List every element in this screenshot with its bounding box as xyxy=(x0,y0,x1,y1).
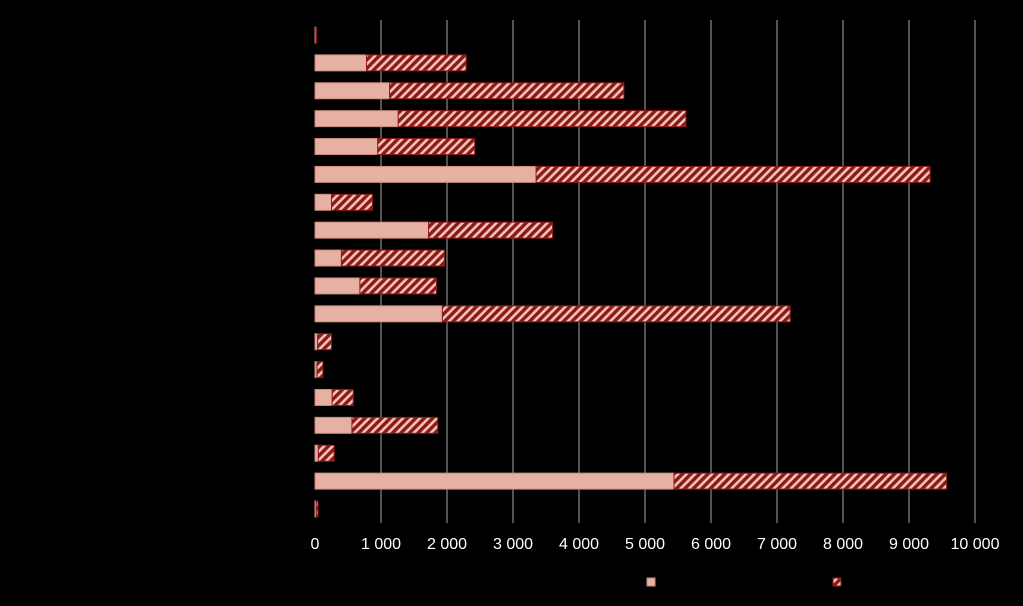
gridlines xyxy=(380,20,976,523)
bar-segment-solid xyxy=(314,221,430,239)
x-tick-label: 5 000 xyxy=(625,536,665,553)
x-tick-label: 4 000 xyxy=(559,536,599,553)
bar-segment-hatched xyxy=(317,333,333,351)
legend-swatch-solid xyxy=(646,577,656,587)
x-tick-label: 7 000 xyxy=(757,536,797,553)
bar-segment-solid xyxy=(314,388,333,406)
bar-segment-hatched xyxy=(397,110,687,128)
bar-segment-solid xyxy=(314,249,342,267)
bar-segment-hatched xyxy=(315,500,319,518)
bar-segment-hatched xyxy=(316,361,324,379)
x-tick-label: 10 000 xyxy=(951,536,1000,553)
bar-segment-hatched xyxy=(315,26,318,44)
legend-swatch-hatched xyxy=(832,577,842,587)
x-tick-label: 8 000 xyxy=(823,536,863,553)
bar-segment-hatched xyxy=(441,305,791,323)
bar-segment-hatched xyxy=(331,388,354,406)
bar-segment-hatched xyxy=(317,444,335,462)
bar-segment-hatched xyxy=(351,416,439,434)
x-axis-tick-labels: 0 1 000 2 000 3 000 4 000 5 000 6 000 7 000 8 00… xyxy=(311,536,1000,553)
legend xyxy=(646,577,842,587)
x-tick-label: 3 000 xyxy=(493,536,533,553)
bar-segment-hatched xyxy=(359,277,437,295)
bar-segment-solid xyxy=(314,165,537,183)
bar-segment-solid xyxy=(314,416,353,434)
bars xyxy=(314,26,948,518)
bar-segment-solid xyxy=(314,138,379,156)
bar-segment-hatched xyxy=(365,54,467,72)
bar-segment-hatched xyxy=(340,249,445,267)
bar-segment-hatched xyxy=(673,472,948,490)
bar-segment-hatched xyxy=(377,138,476,156)
bar-segment-hatched xyxy=(389,82,625,100)
bar-segment-solid xyxy=(314,193,332,211)
bar-segment-solid xyxy=(314,472,675,490)
x-tick-label: 9 000 xyxy=(889,536,929,553)
bar-segment-hatched xyxy=(428,221,554,239)
bar-segment-solid xyxy=(314,305,443,323)
x-tick-label: 2 000 xyxy=(427,536,467,553)
bar-segment-solid xyxy=(314,277,361,295)
bar-segment-hatched xyxy=(535,165,931,183)
x-tick-label: 6 000 xyxy=(691,536,731,553)
x-tick-label: 1 000 xyxy=(361,536,401,553)
bar-segment-solid xyxy=(314,82,391,100)
x-tick-label: 0 xyxy=(311,536,320,553)
bar-segment-hatched xyxy=(331,193,373,211)
bar-segment-solid xyxy=(314,110,399,128)
bar-segment-solid xyxy=(314,54,367,72)
